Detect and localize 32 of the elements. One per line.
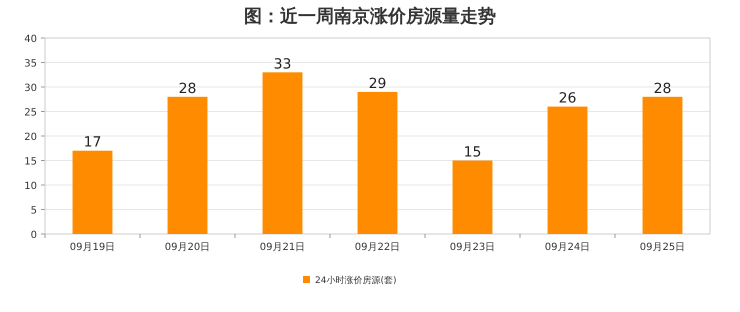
bar	[358, 92, 398, 234]
y-tick-label: 25	[24, 108, 37, 118]
data-label: 28	[654, 80, 672, 97]
bar	[168, 96, 208, 234]
y-tick-label: 10	[24, 181, 37, 192]
data-label: 29	[368, 76, 386, 92]
y-tick-label: 40	[24, 34, 37, 45]
bar	[642, 96, 682, 234]
x-tick-label: 09月25日	[640, 242, 686, 253]
y-tick-label: 5	[30, 206, 37, 216]
x-tick-label: 09月21日	[260, 242, 306, 253]
data-label: 26	[558, 90, 576, 107]
y-tick-label: 30	[24, 83, 37, 94]
x-tick-label: 09月24日	[544, 242, 590, 253]
x-tick-label: 09月22日	[354, 242, 400, 253]
data-label: 28	[178, 80, 196, 97]
legend-label: 24小时涨价房源(套)	[315, 275, 396, 286]
x-tick-label: 09月20日	[164, 242, 210, 253]
y-tick-label: 15	[24, 156, 37, 168]
bar	[72, 150, 112, 234]
bar	[262, 72, 302, 234]
chart-title: 图：近一周南京涨价房源量走势	[244, 6, 496, 27]
data-label: 17	[84, 134, 102, 151]
y-tick-label: 0	[30, 230, 37, 241]
data-label: 33	[274, 56, 292, 72]
data-label: 15	[464, 144, 482, 160]
bar	[452, 160, 492, 234]
x-tick-label: 09月23日	[450, 242, 496, 253]
y-tick-label: 20	[24, 132, 37, 143]
x-tick-label: 09月19日	[70, 242, 116, 253]
bar	[548, 106, 588, 234]
y-tick-label: 35	[24, 58, 37, 70]
